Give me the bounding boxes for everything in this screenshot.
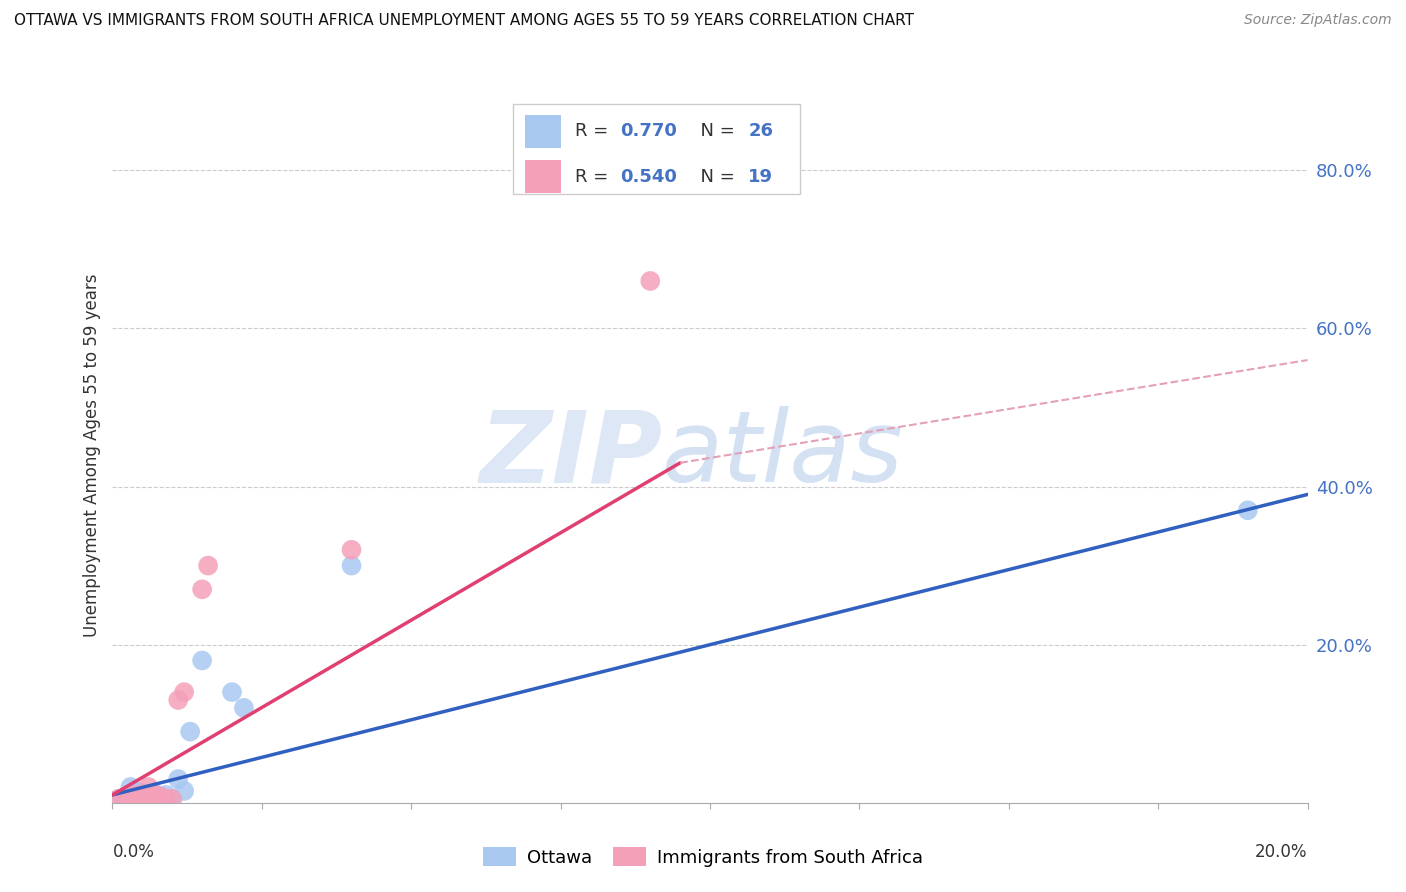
Point: [125, 784, 148, 798]
Point: [131, 786, 153, 800]
Text: 0.540: 0.540: [620, 168, 678, 186]
Point: [1237, 503, 1260, 517]
Point: [340, 558, 363, 573]
Point: [120, 792, 142, 806]
Point: [114, 792, 135, 806]
Bar: [524, 115, 561, 148]
Point: [149, 789, 172, 804]
Point: [638, 274, 662, 288]
Point: [125, 792, 148, 806]
Text: 0.770: 0.770: [620, 122, 678, 140]
Text: 20.0%: 20.0%: [1256, 843, 1308, 861]
Point: [191, 653, 214, 667]
Text: 0.0%: 0.0%: [112, 843, 155, 861]
Text: atlas: atlas: [662, 407, 904, 503]
Point: [120, 788, 142, 802]
FancyBboxPatch shape: [513, 103, 800, 194]
Point: [125, 789, 148, 804]
Point: [173, 685, 195, 699]
Point: [120, 780, 142, 794]
Text: 26: 26: [748, 122, 773, 140]
Text: OTTAWA VS IMMIGRANTS FROM SOUTH AFRICA UNEMPLOYMENT AMONG AGES 55 TO 59 YEARS CO: OTTAWA VS IMMIGRANTS FROM SOUTH AFRICA U…: [14, 13, 914, 29]
Point: [107, 792, 129, 806]
Point: [131, 792, 153, 806]
Point: [143, 788, 166, 802]
Point: [221, 685, 243, 699]
Point: [162, 792, 183, 806]
Point: [138, 792, 160, 806]
Point: [125, 788, 148, 802]
Text: ZIP: ZIP: [479, 407, 662, 503]
Point: [107, 792, 129, 806]
Y-axis label: Unemployment Among Ages 55 to 59 years: Unemployment Among Ages 55 to 59 years: [83, 273, 101, 637]
Point: [232, 701, 256, 715]
Text: R =: R =: [575, 168, 614, 186]
Text: N =: N =: [689, 168, 740, 186]
Point: [197, 558, 219, 573]
Point: [138, 788, 160, 802]
Text: Source: ZipAtlas.com: Source: ZipAtlas.com: [1244, 13, 1392, 28]
Point: [155, 792, 177, 806]
Text: R =: R =: [575, 122, 614, 140]
Point: [120, 789, 142, 804]
Point: [143, 786, 166, 800]
Point: [138, 780, 160, 794]
Point: [173, 784, 195, 798]
Bar: [524, 160, 561, 194]
Point: [143, 792, 166, 806]
Point: [114, 792, 135, 806]
Point: [120, 792, 142, 806]
Point: [191, 582, 214, 597]
Point: [131, 792, 153, 806]
Point: [131, 789, 153, 804]
Point: [167, 693, 190, 707]
Point: [179, 724, 201, 739]
Point: [149, 789, 172, 804]
Legend: Ottawa, Immigrants from South Africa: Ottawa, Immigrants from South Africa: [477, 840, 929, 874]
Point: [155, 788, 177, 802]
Text: 19: 19: [748, 168, 773, 186]
Text: N =: N =: [689, 122, 740, 140]
Point: [162, 792, 183, 806]
Point: [138, 789, 160, 804]
Point: [340, 542, 363, 557]
Point: [155, 792, 177, 806]
Point: [167, 772, 190, 786]
